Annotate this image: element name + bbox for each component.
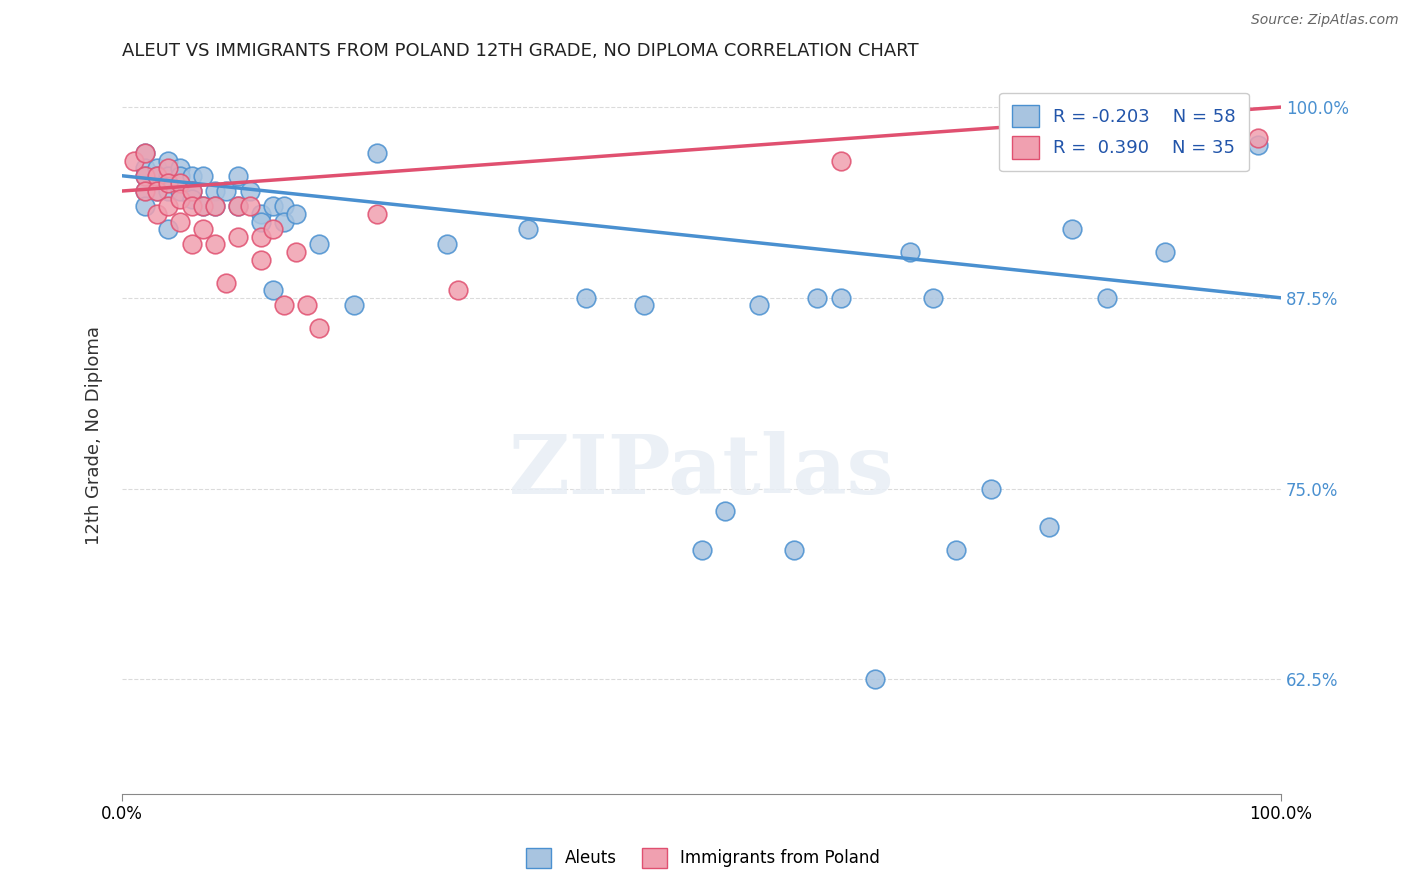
Aleuts: [1212, 130, 1234, 145]
Immigrants from Poland: [180, 237, 202, 252]
Aleuts: [1095, 291, 1118, 305]
Aleuts: [204, 199, 226, 213]
Aleuts: [945, 542, 967, 557]
Aleuts: [157, 222, 180, 236]
Immigrants from Poland: [134, 145, 156, 160]
Aleuts: [284, 207, 307, 221]
Immigrants from Poland: [204, 237, 226, 252]
Aleuts: [922, 291, 945, 305]
Aleuts: [830, 291, 852, 305]
Immigrants from Poland: [226, 199, 249, 213]
Immigrants from Poland: [284, 245, 307, 260]
Aleuts: [193, 169, 215, 183]
Text: Source: ZipAtlas.com: Source: ZipAtlas.com: [1251, 13, 1399, 28]
Aleuts: [262, 199, 284, 213]
Immigrants from Poland: [122, 153, 145, 168]
Immigrants from Poland: [1247, 130, 1270, 145]
Immigrants from Poland: [180, 184, 202, 198]
Aleuts: [273, 214, 295, 228]
Immigrants from Poland: [297, 298, 319, 312]
Aleuts: [1062, 222, 1084, 236]
Immigrants from Poland: [193, 222, 215, 236]
Aleuts: [436, 237, 458, 252]
Aleuts: [226, 199, 249, 213]
Aleuts: [157, 169, 180, 183]
Immigrants from Poland: [157, 161, 180, 175]
Aleuts: [865, 672, 887, 686]
Aleuts: [633, 298, 655, 312]
Immigrants from Poland: [366, 207, 388, 221]
Aleuts: [1038, 519, 1060, 533]
Immigrants from Poland: [226, 229, 249, 244]
Aleuts: [169, 184, 191, 198]
Aleuts: [1247, 138, 1270, 153]
Aleuts: [748, 298, 770, 312]
Immigrants from Poland: [250, 252, 273, 267]
Aleuts: [690, 542, 713, 557]
Text: ZIPatlas: ZIPatlas: [509, 431, 894, 511]
Aleuts: [169, 161, 191, 175]
Aleuts: [134, 199, 156, 213]
Aleuts: [575, 291, 598, 305]
Immigrants from Poland: [193, 199, 215, 213]
Aleuts: [157, 184, 180, 198]
Aleuts: [134, 161, 156, 175]
Immigrants from Poland: [830, 153, 852, 168]
Immigrants from Poland: [169, 177, 191, 191]
Immigrants from Poland: [146, 169, 169, 183]
Immigrants from Poland: [262, 222, 284, 236]
Aleuts: [713, 504, 735, 518]
Aleuts: [250, 207, 273, 221]
Aleuts: [1130, 145, 1153, 160]
Aleuts: [238, 184, 260, 198]
Text: ALEUT VS IMMIGRANTS FROM POLAND 12TH GRADE, NO DIPLOMA CORRELATION CHART: ALEUT VS IMMIGRANTS FROM POLAND 12TH GRA…: [122, 42, 918, 60]
Aleuts: [980, 482, 1002, 496]
Immigrants from Poland: [447, 283, 470, 297]
Aleuts: [180, 184, 202, 198]
Immigrants from Poland: [169, 214, 191, 228]
Legend: R = -0.203    N = 58, R =  0.390    N = 35: R = -0.203 N = 58, R = 0.390 N = 35: [1000, 93, 1249, 171]
Immigrants from Poland: [134, 184, 156, 198]
Immigrants from Poland: [273, 298, 295, 312]
Aleuts: [343, 298, 366, 312]
Aleuts: [134, 169, 156, 183]
Aleuts: [1154, 245, 1177, 260]
Aleuts: [250, 214, 273, 228]
Aleuts: [783, 542, 806, 557]
Immigrants from Poland: [134, 169, 156, 183]
Immigrants from Poland: [146, 207, 169, 221]
Aleuts: [157, 153, 180, 168]
Aleuts: [262, 283, 284, 297]
Aleuts: [134, 184, 156, 198]
Immigrants from Poland: [204, 199, 226, 213]
Immigrants from Poland: [169, 192, 191, 206]
Immigrants from Poland: [157, 177, 180, 191]
Immigrants from Poland: [146, 184, 169, 198]
Legend: Aleuts, Immigrants from Poland: Aleuts, Immigrants from Poland: [520, 841, 886, 875]
Aleuts: [273, 199, 295, 213]
Aleuts: [898, 245, 921, 260]
Aleuts: [516, 222, 538, 236]
Aleuts: [204, 184, 226, 198]
Aleuts: [215, 184, 238, 198]
Aleuts: [146, 161, 169, 175]
Immigrants from Poland: [157, 199, 180, 213]
Aleuts: [146, 184, 169, 198]
Aleuts: [180, 169, 202, 183]
Aleuts: [169, 169, 191, 183]
Aleuts: [806, 291, 828, 305]
Aleuts: [193, 199, 215, 213]
Aleuts: [146, 169, 169, 183]
Immigrants from Poland: [250, 229, 273, 244]
Aleuts: [366, 145, 388, 160]
Aleuts: [180, 192, 202, 206]
Aleuts: [226, 169, 249, 183]
Immigrants from Poland: [180, 199, 202, 213]
Immigrants from Poland: [238, 199, 260, 213]
Aleuts: [134, 145, 156, 160]
Immigrants from Poland: [215, 276, 238, 290]
Y-axis label: 12th Grade, No Diploma: 12th Grade, No Diploma: [86, 326, 103, 545]
Immigrants from Poland: [308, 321, 330, 335]
Aleuts: [308, 237, 330, 252]
